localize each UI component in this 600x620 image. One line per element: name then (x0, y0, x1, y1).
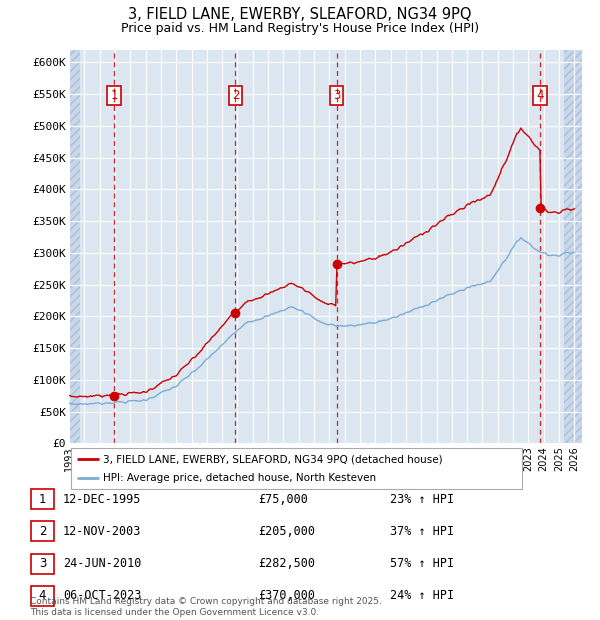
Text: Contains HM Land Registry data © Crown copyright and database right 2025.
This d: Contains HM Land Registry data © Crown c… (30, 598, 382, 617)
Bar (563, 50, 582, 443)
Text: Price paid vs. HM Land Registry's House Price Index (HPI): Price paid vs. HM Land Registry's House … (121, 22, 479, 35)
Text: £205,000: £205,000 (258, 525, 315, 538)
FancyBboxPatch shape (71, 448, 522, 489)
FancyBboxPatch shape (31, 521, 54, 541)
Text: £282,500: £282,500 (258, 557, 315, 570)
Text: 57% ↑ HPI: 57% ↑ HPI (390, 557, 454, 570)
Text: £75,000: £75,000 (258, 493, 308, 505)
Text: 2: 2 (232, 89, 239, 102)
Text: 4: 4 (39, 590, 46, 602)
Text: 4: 4 (536, 89, 544, 102)
Text: 37% ↑ HPI: 37% ↑ HPI (390, 525, 454, 538)
Text: 2: 2 (39, 525, 46, 538)
Text: 3, FIELD LANE, EWERBY, SLEAFORD, NG34 9PQ: 3, FIELD LANE, EWERBY, SLEAFORD, NG34 9P… (128, 7, 472, 22)
Text: 12-NOV-2003: 12-NOV-2003 (63, 525, 142, 538)
FancyBboxPatch shape (31, 489, 54, 509)
Text: 3: 3 (333, 89, 340, 102)
Text: 3, FIELD LANE, EWERBY, SLEAFORD, NG34 9PQ (detached house): 3, FIELD LANE, EWERBY, SLEAFORD, NG34 9P… (103, 454, 443, 464)
Text: 1: 1 (39, 493, 46, 505)
Text: 3: 3 (39, 557, 46, 570)
Text: £370,000: £370,000 (258, 590, 315, 602)
Text: 1: 1 (110, 89, 118, 102)
Text: 24% ↑ HPI: 24% ↑ HPI (390, 590, 454, 602)
FancyBboxPatch shape (31, 586, 54, 606)
Text: 12-DEC-1995: 12-DEC-1995 (63, 493, 142, 505)
Text: 06-OCT-2023: 06-OCT-2023 (63, 590, 142, 602)
Text: HPI: Average price, detached house, North Kesteven: HPI: Average price, detached house, Nort… (103, 474, 376, 484)
Bar (69, 50, 80, 443)
FancyBboxPatch shape (31, 554, 54, 574)
Text: 23% ↑ HPI: 23% ↑ HPI (390, 493, 454, 505)
Text: 24-JUN-2010: 24-JUN-2010 (63, 557, 142, 570)
